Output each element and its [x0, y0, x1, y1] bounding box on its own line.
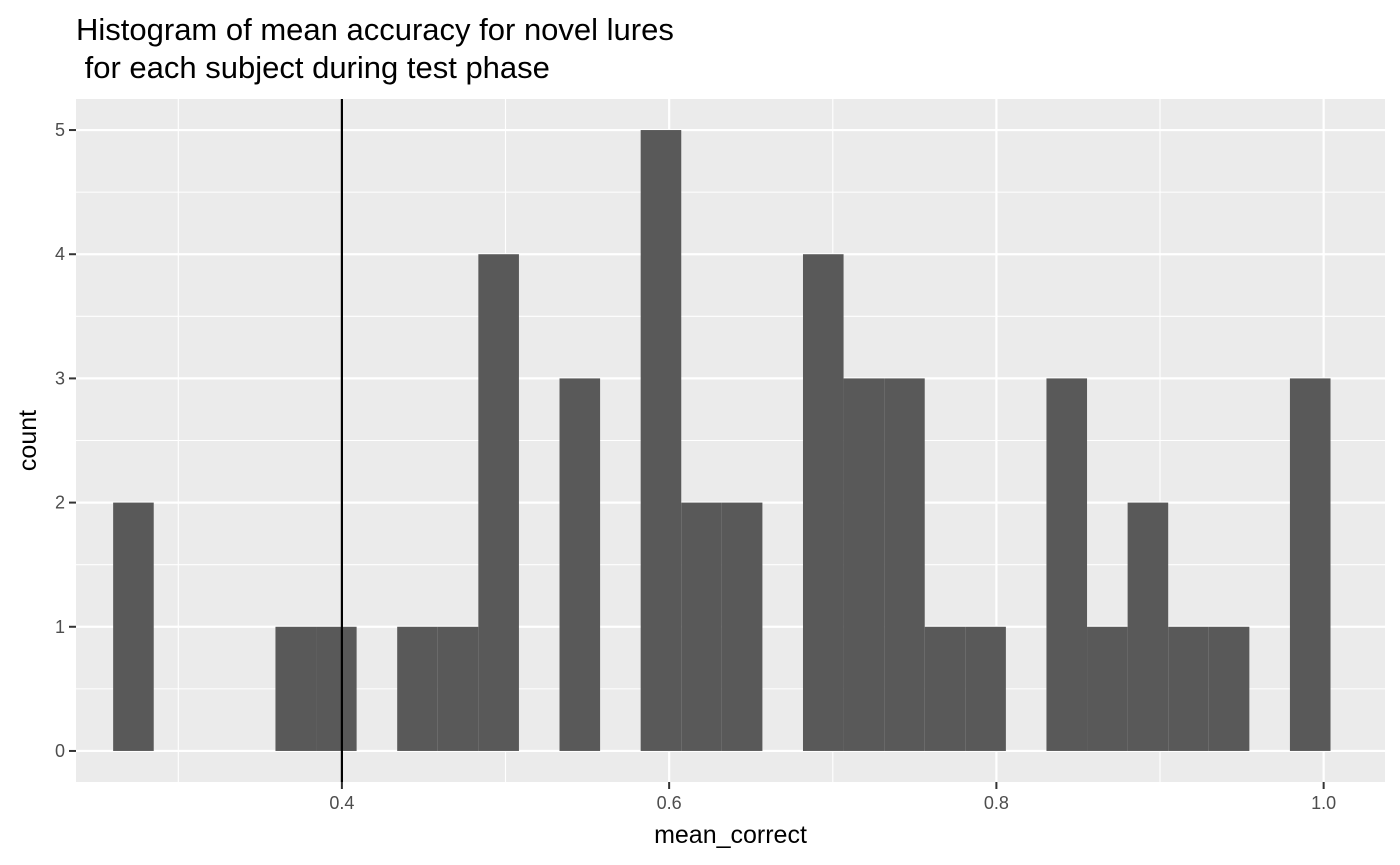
y-axis: 0 1 2 3 4 5 [55, 120, 76, 761]
histogram-bar [113, 502, 154, 751]
histogram-bars [113, 130, 1331, 751]
y-tick-label: 0 [55, 741, 65, 761]
histogram-bar [924, 626, 966, 751]
y-tick-label: 5 [55, 120, 65, 140]
x-axis-title: mean_correct [654, 821, 807, 849]
y-tick-label: 1 [55, 617, 65, 637]
histogram-bar [559, 378, 601, 751]
y-tick-label: 4 [55, 244, 65, 264]
histogram-bar [965, 626, 1006, 751]
histogram-bar [843, 378, 885, 751]
x-tick-label: 0.4 [329, 793, 354, 813]
histogram-bar [681, 502, 722, 751]
y-tick-label: 2 [55, 493, 65, 513]
x-axis: 0.4 0.6 0.8 1.0 [329, 782, 1336, 813]
histogram-bar [1087, 626, 1128, 751]
histogram-bar [397, 626, 438, 751]
x-tick-label: 0.8 [984, 793, 1009, 813]
histogram-bar [721, 502, 763, 751]
y-tick-label: 3 [55, 368, 65, 388]
histogram-bar [1127, 502, 1169, 751]
histogram-bar [640, 130, 682, 751]
y-axis-title: count [14, 410, 42, 471]
histogram-bar [478, 254, 519, 751]
histogram-bar [1046, 378, 1088, 751]
chart-title-line-2: for each subject during test phase [76, 50, 550, 85]
x-tick-label: 1.0 [1311, 793, 1336, 813]
histogram-bar [316, 626, 357, 751]
chart-title-line-1: Histogram of mean accuracy for novel lur… [76, 12, 674, 47]
histogram-bar [884, 378, 925, 751]
histogram-bar [275, 626, 317, 751]
histogram-bar [1168, 626, 1209, 751]
histogram-bar [802, 254, 844, 751]
histogram-bar [1208, 626, 1250, 751]
histogram-bar [437, 626, 479, 751]
x-tick-label: 0.6 [657, 793, 682, 813]
histogram-bar [1289, 378, 1331, 751]
